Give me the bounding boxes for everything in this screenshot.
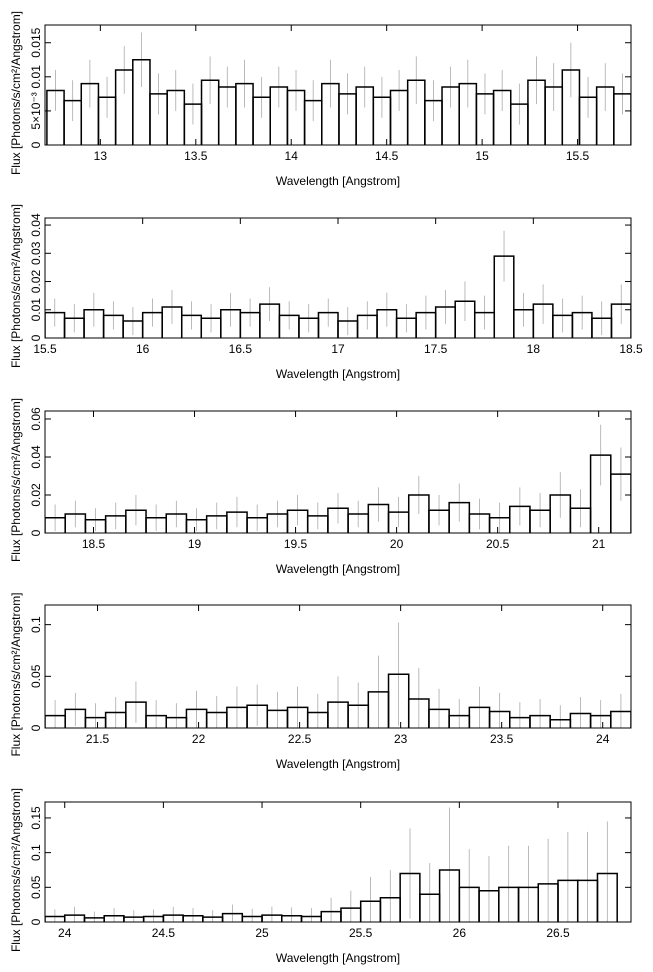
x-tick-label: 23	[394, 732, 408, 746]
y-tick-label: 0.04	[29, 445, 43, 469]
x-tick-label: 26	[453, 926, 467, 940]
y-tick-label: 0.02	[29, 270, 43, 294]
x-tick-label: 14	[285, 149, 299, 163]
y-axis-label: Flux [Photons/s/cm²/Angstrom]	[9, 11, 23, 175]
y-tick-label: 0	[29, 724, 43, 731]
y-tick-label: 0	[29, 334, 43, 341]
y-tick-label: 0	[29, 918, 43, 925]
x-tick-label: 15.5	[33, 342, 57, 356]
bin	[613, 93, 631, 145]
x-axis-label: Wavelength [Angstrom]	[276, 367, 400, 381]
y-tick-label: 0.04	[29, 213, 43, 237]
x-axis-label: Wavelength [Angstrom]	[276, 951, 400, 965]
x-tick-label: 23.5	[490, 732, 514, 746]
y-tick-label: 0.1	[29, 844, 43, 861]
y-tick-label: 0.1	[29, 616, 43, 633]
x-tick-label: 20.5	[486, 537, 510, 551]
bin	[596, 872, 618, 922]
y-tick-label: 0.06	[29, 407, 43, 431]
y-axis-label: Flux [Photons/s/cm²/Angstrom]	[9, 398, 23, 562]
x-tick-label: 16.5	[229, 342, 253, 356]
x-tick-label: 26.5	[546, 926, 570, 940]
y-axis-label: Flux [Photons/s/cm²/Angstrom]	[9, 788, 23, 952]
x-tick-label: 18.5	[82, 537, 106, 551]
y-tick-label: 0.05	[29, 875, 43, 899]
x-axis-label: Wavelength [Angstrom]	[276, 562, 400, 576]
x-tick-label: 17.5	[424, 342, 448, 356]
y-tick-label: 0.01	[29, 65, 43, 89]
y-axis-label: Flux [Photons/s/cm²/Angstrom]	[9, 592, 23, 756]
x-tick-label: 19.5	[284, 537, 308, 551]
x-tick-label: 21.5	[86, 732, 110, 746]
x-tick-label: 15	[475, 149, 489, 163]
x-tick-label: 15.5	[566, 149, 590, 163]
y-tick-label: 0.02	[29, 483, 43, 507]
bin	[610, 473, 631, 533]
bin	[493, 255, 515, 338]
bin	[610, 303, 631, 338]
x-tick-label: 25	[255, 926, 269, 940]
x-tick-label: 24	[596, 732, 610, 746]
y-tick-label: 0	[29, 141, 43, 148]
x-tick-label: 13.5	[184, 149, 208, 163]
x-tick-label: 18.5	[619, 342, 643, 356]
x-tick-label: 25.5	[349, 926, 373, 940]
bin	[610, 710, 631, 728]
x-tick-label: 22.5	[288, 732, 312, 746]
x-tick-label: 16	[136, 342, 150, 356]
x-tick-label: 24	[58, 926, 72, 940]
y-axis-label: Flux [Photons/s/cm²/Angstrom]	[9, 204, 23, 368]
x-tick-label: 22	[192, 732, 206, 746]
x-tick-label: 13	[94, 149, 108, 163]
y-tick-label: 0.01	[29, 298, 43, 322]
y-tick-label: 0.015	[29, 27, 43, 57]
x-tick-label: 17	[331, 342, 345, 356]
plot-frame	[44, 410, 632, 534]
x-tick-label: 18	[527, 342, 541, 356]
x-axis-label: Wavelength [Angstrom]	[276, 174, 400, 188]
y-tick-label: 5×10⁻³	[29, 92, 43, 129]
x-tick-label: 20	[390, 537, 404, 551]
x-tick-label: 24.5	[152, 926, 176, 940]
plot-frame	[44, 604, 632, 729]
x-tick-label: 14.5	[375, 149, 399, 163]
x-axis-label: Wavelength [Angstrom]	[276, 757, 400, 771]
x-tick-label: 19	[188, 537, 202, 551]
y-tick-label: 0.03	[29, 241, 43, 265]
y-tick-label: 0.15	[29, 806, 43, 830]
x-tick-label: 21	[592, 537, 606, 551]
plot-frame	[44, 801, 632, 923]
y-tick-label: 0.05	[29, 664, 43, 688]
plot-frame	[44, 24, 632, 146]
y-tick-label: 0	[29, 529, 43, 536]
